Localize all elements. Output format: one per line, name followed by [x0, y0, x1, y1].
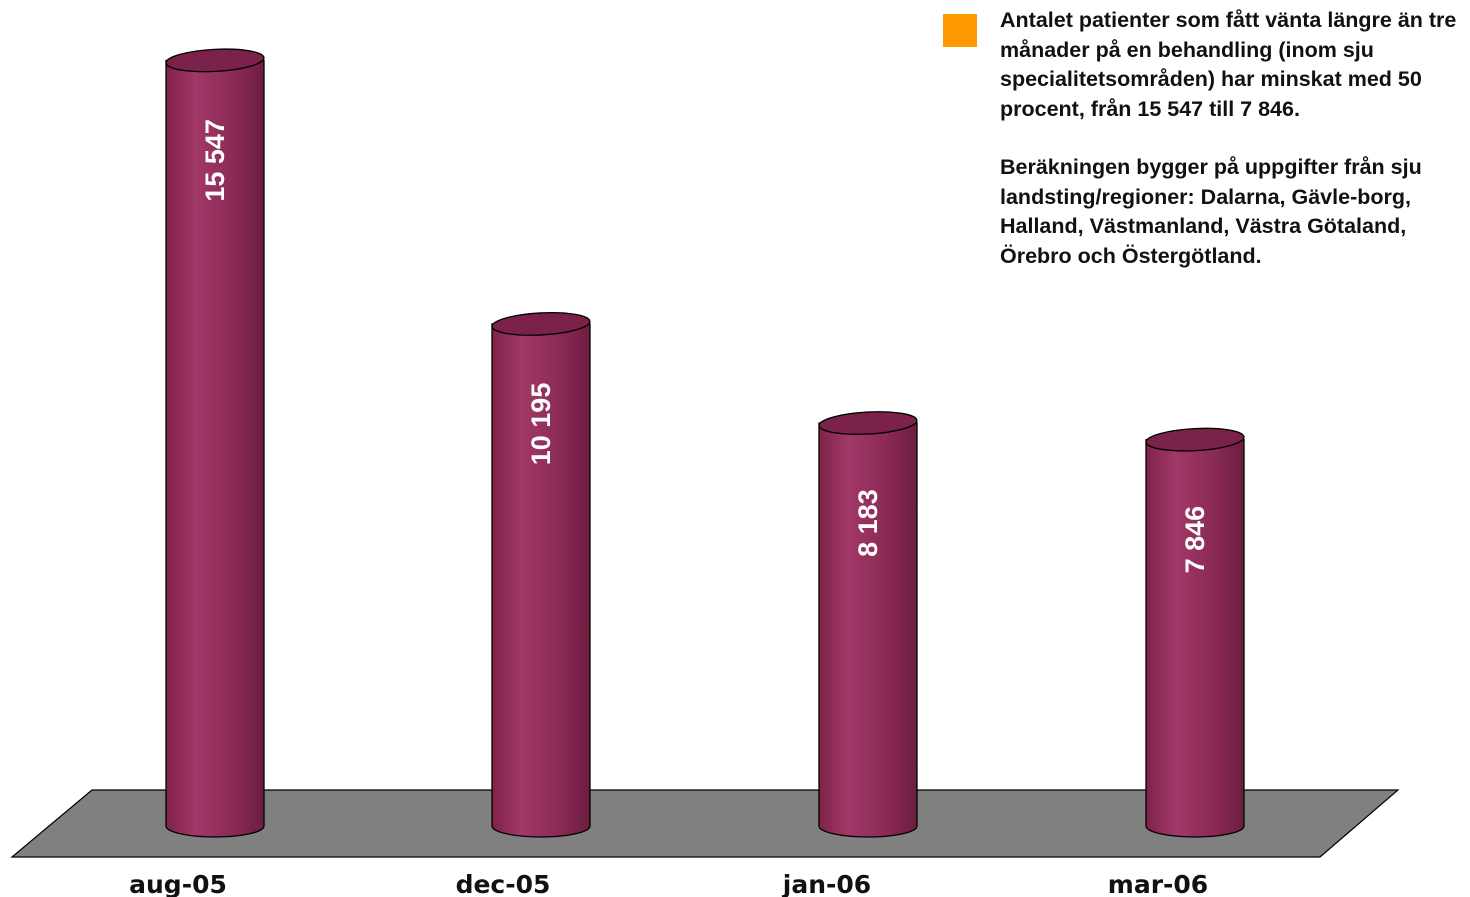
x-tick-label: jan-06 [782, 870, 871, 897]
data-label: 15 547 [200, 119, 230, 202]
x-tick-label: aug-05 [129, 870, 227, 897]
bar-top [818, 411, 918, 435]
bar-top [165, 48, 265, 73]
bar-jan-06: 8 183 [818, 411, 918, 838]
bar-dec-05: 10 195 [491, 312, 591, 838]
bar-body [818, 422, 918, 838]
bar-body [491, 323, 591, 838]
x-axis-tick-labels: aug-05 dec-05 jan-06 mar-06 [129, 870, 1208, 897]
bar-aug-05: 15 547 [165, 48, 265, 838]
legend-swatch [943, 14, 977, 47]
bar-body [1145, 438, 1245, 838]
bar-body [165, 59, 265, 838]
bar-top [1145, 427, 1245, 452]
bar-top [491, 312, 591, 336]
x-tick-label: dec-05 [456, 870, 551, 897]
bar-mar-06: 7 846 [1145, 427, 1245, 838]
chart-floor [10, 789, 1400, 858]
annotation-box: Antalet patienter som fått vänta längre … [943, 6, 1470, 271]
data-label: 8 183 [853, 489, 883, 557]
annotation-summary: Antalet patienter som fått vänta längre … [1000, 8, 1457, 121]
data-label: 10 195 [526, 383, 556, 466]
x-tick-label: mar-06 [1108, 870, 1208, 897]
annotation-source: Beräkningen bygger på uppgifter från sju… [1000, 155, 1422, 268]
data-label: 7 846 [1180, 506, 1210, 574]
bars-layer: 15 547 10 195 8 183 7 846 [165, 48, 1245, 838]
